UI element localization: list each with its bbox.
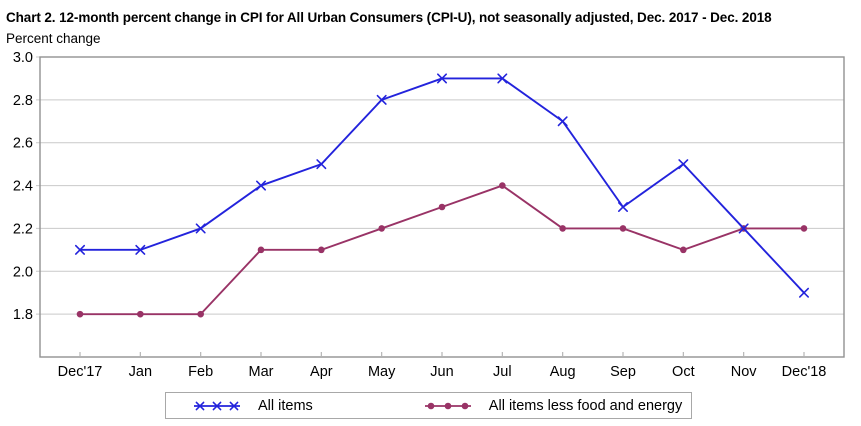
y-axis-unit-label: Percent change: [6, 31, 101, 46]
svg-text:Dec'18: Dec'18: [782, 364, 827, 380]
plot-frame: [39, 56, 845, 358]
legend-item-core: All items less food and energy: [423, 398, 682, 414]
series-all-items-less-food-and-energy: [76, 182, 808, 318]
svg-text:2.4: 2.4: [13, 179, 33, 195]
dot-marker-icon: [424, 402, 471, 409]
legend-label-all-items: All items: [258, 397, 313, 414]
svg-text:Nov: Nov: [731, 364, 758, 380]
svg-text:Oct: Oct: [672, 364, 695, 380]
legend-item-all-items: All items: [192, 398, 313, 414]
svg-text:Feb: Feb: [188, 364, 213, 380]
svg-text:Sep: Sep: [610, 364, 636, 380]
x-axis-ticks: [79, 352, 805, 356]
svg-text:Jan: Jan: [129, 364, 152, 380]
x-marker-icon: [194, 401, 240, 410]
y-axis-labels: 3.0 2.8 2.6 2.4 2.2 2.0 1.8: [13, 50, 33, 323]
series-all-items: [75, 73, 810, 298]
svg-text:Aug: Aug: [550, 364, 576, 380]
svg-text:Mar: Mar: [249, 364, 274, 380]
svg-text:Jun: Jun: [430, 364, 453, 380]
svg-text:2.6: 2.6: [13, 136, 33, 152]
legend-label-core: All items less food and energy: [488, 397, 683, 414]
legend: All items All items less food and energy: [165, 392, 692, 419]
x-axis-labels: Dec'17 Jan Feb Mar Apr May Jun Jul Aug Sep Oct Nov D…: [58, 364, 827, 380]
svg-text:2.8: 2.8: [13, 93, 33, 109]
svg-text:2.2: 2.2: [13, 221, 33, 237]
gridlines: [36, 56, 844, 315]
svg-text:3.0: 3.0: [13, 50, 33, 66]
chart-title: Chart 2. 12-month percent change in CPI …: [6, 10, 772, 25]
svg-text:Apr: Apr: [310, 364, 333, 380]
svg-text:2.0: 2.0: [13, 264, 33, 280]
svg-text:Jul: Jul: [493, 364, 512, 380]
svg-text:May: May: [368, 364, 396, 380]
svg-text:Dec'17: Dec'17: [58, 364, 103, 380]
svg-text:1.8: 1.8: [13, 307, 33, 323]
